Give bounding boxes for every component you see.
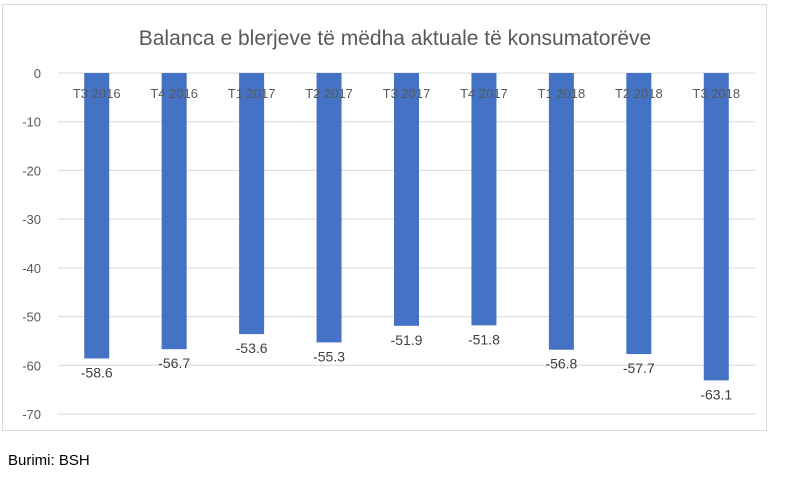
x-tick-label: T3 2016	[73, 86, 121, 101]
chart-title: Balanca e blerjeve të mëdha aktuale të k…	[139, 27, 651, 50]
y-tick-label: -20	[22, 163, 41, 178]
x-tick-label: T3 2018	[692, 86, 740, 101]
x-axis-labels: T3 2016 T4 2016 T1 2017 T2 2017 T3 2017 T4 20…	[73, 86, 740, 101]
data-label: -55.3	[313, 348, 345, 364]
data-label: -56.7	[158, 355, 190, 371]
y-tick-label: -10	[22, 115, 41, 130]
data-label: -51.8	[468, 331, 500, 347]
bar	[626, 73, 652, 355]
bar	[161, 73, 187, 350]
y-tick-label: -40	[22, 261, 41, 276]
y-axis: 0 -10 -20 -30 -40 -50 -60 -70	[22, 66, 41, 422]
x-tick-label: T2 2017	[305, 86, 353, 101]
bar	[548, 73, 574, 350]
x-tick-label: T4 2016	[150, 86, 198, 101]
bar	[84, 73, 110, 359]
bar	[394, 73, 419, 326]
y-tick-label: 0	[34, 66, 41, 81]
bars	[84, 73, 729, 381]
data-labels: -58.6 -56.7 -53.6 -55.3 -51.9 -51.8 -56.8 -57.7…	[81, 331, 733, 402]
bar	[239, 73, 265, 335]
bar	[471, 73, 497, 326]
y-tick-label: -60	[22, 358, 41, 373]
chart-frame: Balanca e blerjeve të mëdha aktuale të k…	[2, 4, 767, 431]
data-label: -58.6	[81, 364, 113, 380]
x-tick-label: T3 2017	[383, 86, 431, 101]
source-note: Burimi: BSH	[8, 452, 90, 469]
x-tick-label: T2 2018	[615, 86, 663, 101]
bar	[316, 73, 342, 343]
x-tick-label: T1 2018	[538, 86, 586, 101]
data-label: -51.9	[391, 332, 423, 348]
bar-chart: Balanca e blerjeve të mëdha aktuale të k…	[22, 27, 755, 422]
bar	[703, 73, 729, 381]
data-label: -56.8	[545, 356, 577, 372]
data-label: -57.7	[623, 360, 655, 376]
y-tick-label: -70	[22, 407, 41, 422]
x-tick-label: T1 2017	[228, 86, 276, 101]
y-tick-label: -30	[22, 212, 41, 227]
y-tick-label: -50	[22, 310, 41, 325]
data-label: -63.1	[700, 386, 732, 402]
data-label: -53.6	[236, 340, 268, 356]
x-tick-label: T4 2017	[460, 86, 508, 101]
